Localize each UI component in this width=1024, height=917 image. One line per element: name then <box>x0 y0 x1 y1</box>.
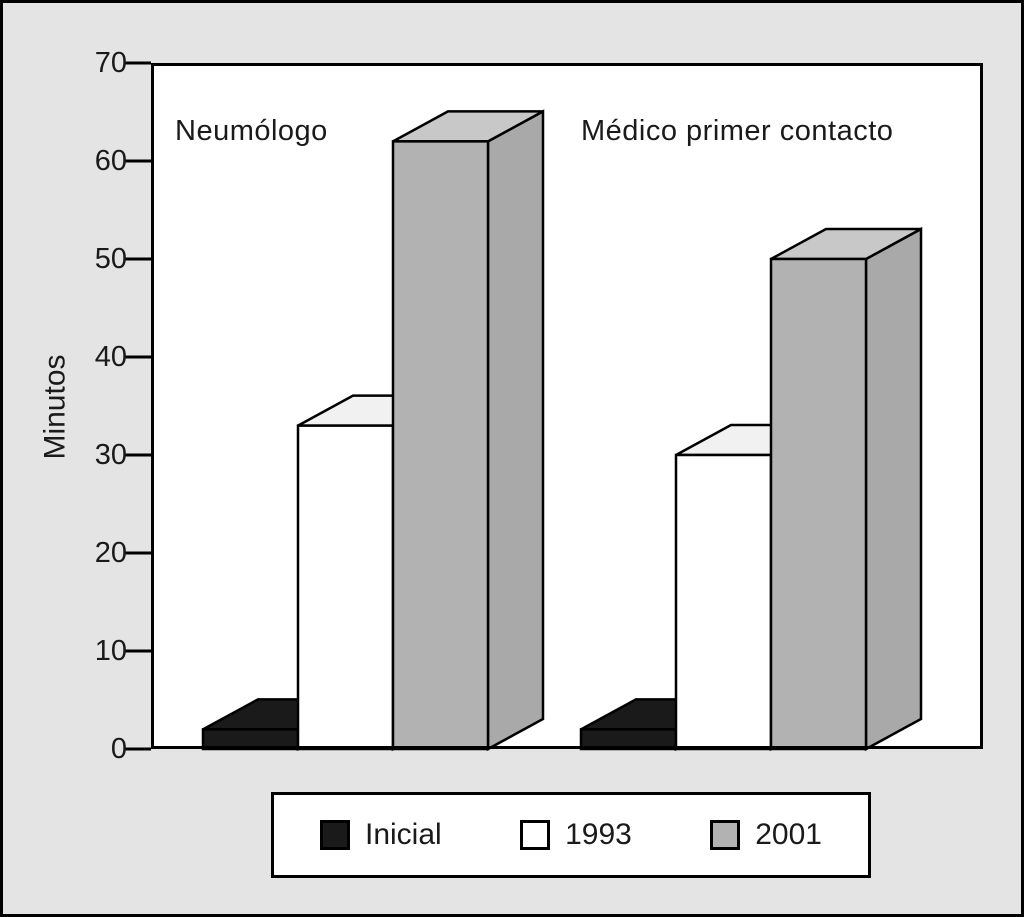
y-axis-title: Minutos <box>38 354 72 460</box>
legend-swatch-1993 <box>520 820 551 850</box>
legend: Inicial 1993 2001 <box>271 792 871 878</box>
bar-chart-canvas <box>125 61 983 752</box>
bar-side-medico-primer-contacto-2001 <box>864 226 923 752</box>
y-tick-30: 30 <box>94 439 127 471</box>
legend-item-inicial: Inicial <box>320 818 442 852</box>
y-tick-0: 0 <box>110 733 127 765</box>
legend-swatch-2001 <box>710 820 741 850</box>
bar-neumologo-1993 <box>296 424 395 751</box>
y-tick-40: 40 <box>94 341 127 373</box>
group-label-medico-primer-contacto: Médico primer contacto <box>581 115 894 147</box>
legend-swatch-inicial <box>320 820 350 850</box>
legend-label-inicial: Inicial <box>365 818 442 851</box>
bar-side-neumologo-2001 <box>486 109 545 752</box>
bar-medico-primer-contacto-2001 <box>769 257 868 751</box>
legend-item-2001: 2001 <box>710 818 822 852</box>
bar-neumologo-2001 <box>391 140 490 751</box>
y-tick-50: 50 <box>94 243 127 275</box>
y-tick-70: 70 <box>94 47 127 79</box>
legend-item-1993: 1993 <box>520 818 632 852</box>
y-tick-10: 10 <box>94 635 127 667</box>
y-tick-20: 20 <box>94 537 127 569</box>
group-label-neumologo: Neumólogo <box>175 115 328 147</box>
legend-label-1993: 1993 <box>565 818 632 851</box>
y-tick-60: 60 <box>94 145 127 177</box>
bar-medico-primer-contacto-1993 <box>674 453 773 751</box>
legend-label-2001: 2001 <box>755 818 822 851</box>
